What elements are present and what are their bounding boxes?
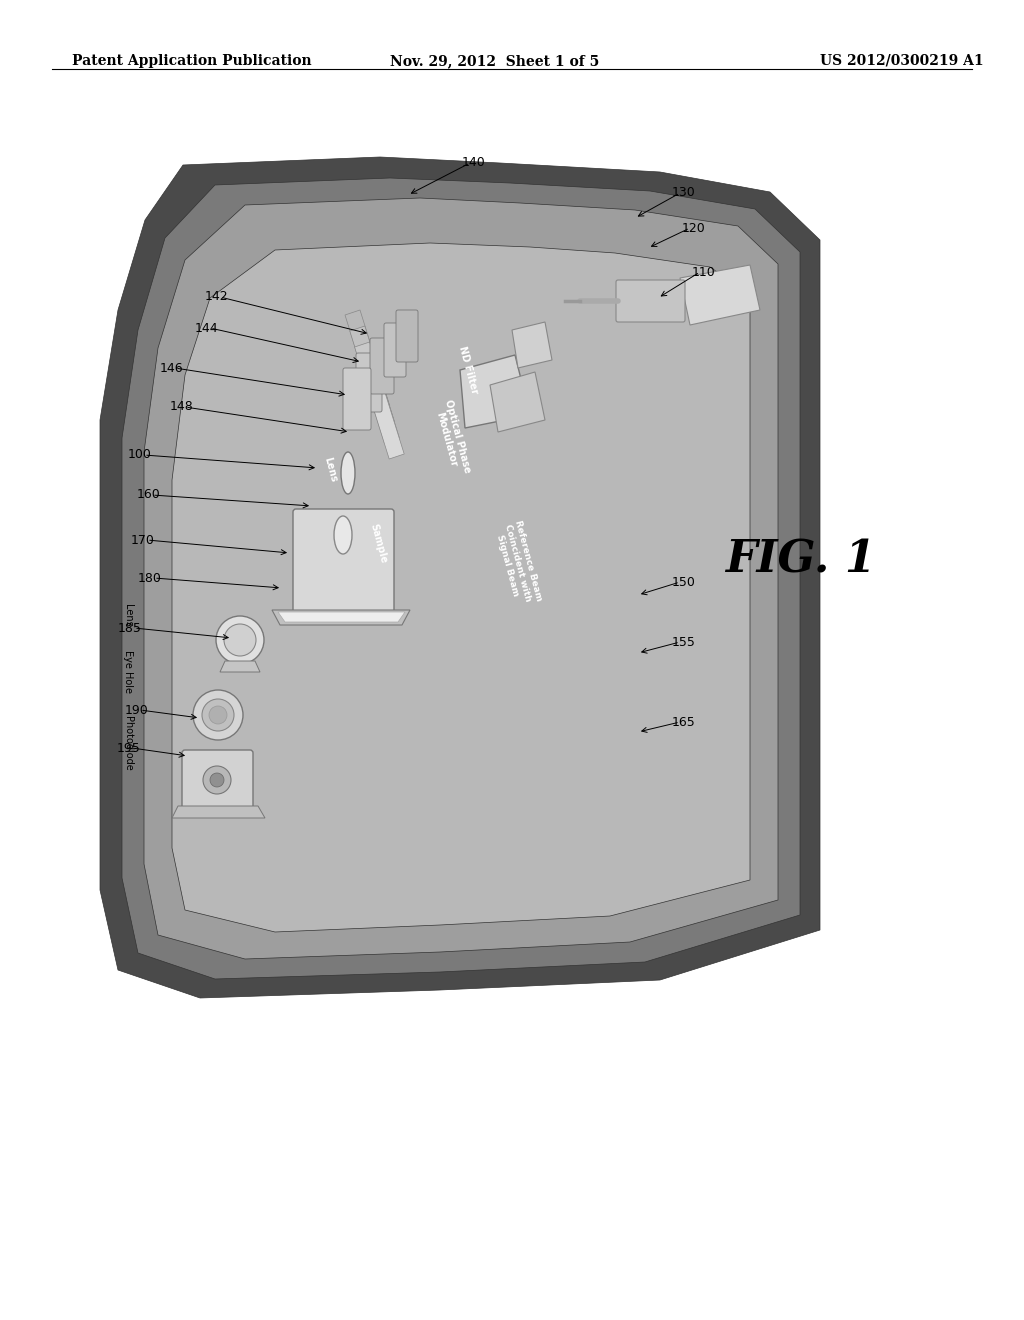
Polygon shape — [512, 322, 552, 368]
Text: 120: 120 — [682, 222, 706, 235]
Text: Photodiode: Photodiode — [123, 715, 133, 771]
Ellipse shape — [224, 624, 256, 656]
Ellipse shape — [341, 451, 355, 494]
Text: 160: 160 — [136, 488, 160, 502]
Polygon shape — [365, 374, 404, 459]
Text: Lens: Lens — [123, 603, 133, 627]
Polygon shape — [350, 326, 390, 411]
Polygon shape — [272, 610, 410, 624]
Text: 155: 155 — [672, 635, 696, 648]
Text: Lens: Lens — [322, 457, 338, 483]
Polygon shape — [490, 372, 545, 432]
FancyBboxPatch shape — [370, 338, 394, 393]
Text: 165: 165 — [672, 715, 695, 729]
Text: ND Filter: ND Filter — [457, 345, 479, 395]
Text: Patent Application Publication: Patent Application Publication — [72, 54, 311, 67]
Text: Nov. 29, 2012  Sheet 1 of 5: Nov. 29, 2012 Sheet 1 of 5 — [390, 54, 599, 67]
FancyBboxPatch shape — [356, 352, 382, 412]
Text: Reference Beam
Coincident with
Signal Beam: Reference Beam Coincident with Signal Be… — [493, 519, 543, 607]
Polygon shape — [460, 355, 530, 428]
Polygon shape — [172, 807, 265, 818]
FancyBboxPatch shape — [384, 323, 406, 378]
Text: Optical Phase
Modulator: Optical Phase Modulator — [432, 399, 472, 478]
Polygon shape — [354, 342, 394, 426]
Polygon shape — [220, 661, 260, 672]
Polygon shape — [100, 157, 820, 998]
Text: 190: 190 — [124, 704, 148, 717]
Text: 195: 195 — [117, 742, 140, 755]
Circle shape — [202, 700, 234, 731]
Text: US 2012/0300219 A1: US 2012/0300219 A1 — [820, 54, 984, 67]
Polygon shape — [172, 243, 750, 932]
Ellipse shape — [216, 616, 264, 664]
FancyBboxPatch shape — [182, 750, 253, 810]
FancyBboxPatch shape — [343, 368, 371, 430]
Circle shape — [210, 774, 224, 787]
Text: 150: 150 — [672, 576, 696, 589]
Polygon shape — [122, 178, 800, 979]
Text: 180: 180 — [138, 572, 162, 585]
Text: 148: 148 — [169, 400, 193, 413]
Text: 142: 142 — [205, 290, 228, 304]
Text: 144: 144 — [195, 322, 218, 334]
FancyBboxPatch shape — [616, 280, 685, 322]
Text: 170: 170 — [131, 533, 155, 546]
Text: Eye Hole: Eye Hole — [123, 651, 133, 693]
Polygon shape — [680, 265, 760, 325]
Text: 185: 185 — [118, 622, 142, 635]
Circle shape — [209, 706, 227, 723]
Text: 146: 146 — [160, 362, 183, 375]
Circle shape — [203, 766, 231, 795]
FancyBboxPatch shape — [396, 310, 418, 362]
Polygon shape — [144, 198, 778, 960]
Text: 110: 110 — [692, 265, 716, 279]
Text: 100: 100 — [128, 449, 152, 462]
Text: Sample: Sample — [368, 521, 388, 564]
Polygon shape — [278, 612, 406, 622]
Polygon shape — [359, 358, 399, 444]
Text: FIG. 1: FIG. 1 — [725, 539, 876, 582]
FancyBboxPatch shape — [293, 510, 394, 615]
Ellipse shape — [334, 516, 352, 554]
Text: 130: 130 — [672, 186, 695, 199]
Circle shape — [193, 690, 243, 741]
Text: 140: 140 — [462, 157, 485, 169]
Polygon shape — [345, 310, 385, 395]
